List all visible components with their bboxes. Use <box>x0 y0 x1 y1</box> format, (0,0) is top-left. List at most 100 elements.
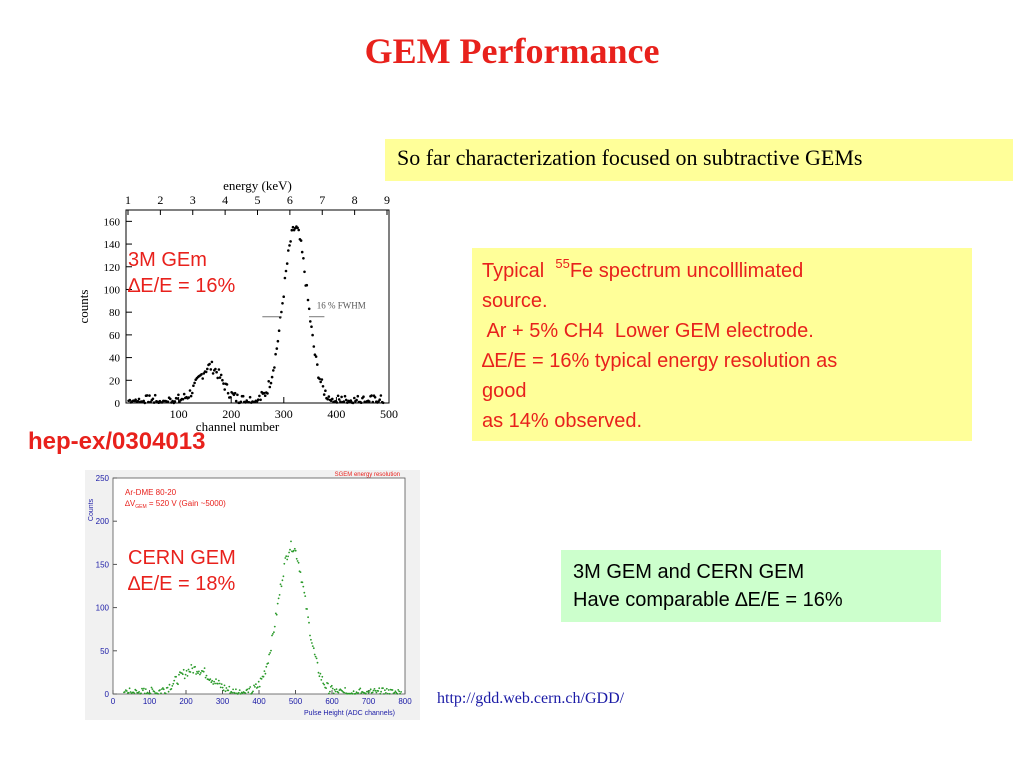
data-point <box>258 394 261 398</box>
data-point <box>283 276 287 280</box>
data-point <box>322 682 325 685</box>
data-point <box>217 682 219 685</box>
data-point <box>143 401 147 405</box>
data-point <box>306 298 310 302</box>
data-point <box>303 591 306 594</box>
data-point <box>322 393 326 396</box>
data-point <box>224 690 227 693</box>
data-point <box>182 668 185 671</box>
data-point <box>382 687 384 689</box>
y-axis-tick-label: 60 <box>109 330 121 342</box>
data-point <box>193 381 196 385</box>
data-point <box>323 683 326 686</box>
data-point <box>372 689 375 692</box>
data-point <box>289 240 292 243</box>
typical-line-6: as 14% observed. <box>482 410 643 432</box>
data-point <box>394 690 397 693</box>
comparison-line-1: 3M GEM and CERN GEM <box>573 561 805 583</box>
data-point <box>316 661 319 664</box>
data-point <box>187 668 190 671</box>
data-point <box>302 585 305 588</box>
y-axis-tick-label: 0 <box>115 398 121 410</box>
data-point <box>166 686 169 689</box>
x-axis-tick-label: 300 <box>216 697 230 706</box>
gdd-link[interactable]: http://gdd.web.cern.ch/GDD/ <box>437 690 625 707</box>
data-point <box>214 367 217 371</box>
legend-voltage: ∆VGEM = 520 V (Gain ~5000) <box>125 499 226 510</box>
data-point <box>134 398 137 401</box>
data-point <box>189 671 192 673</box>
data-point <box>332 692 335 695</box>
x-axis-tick-label: 200 <box>222 407 240 421</box>
data-point <box>357 692 360 694</box>
data-point <box>313 353 317 356</box>
data-point <box>291 225 295 229</box>
data-point <box>191 391 194 395</box>
data-point <box>259 398 262 402</box>
y-axis-tick-label: 160 <box>104 216 121 228</box>
data-point <box>316 363 319 366</box>
data-point <box>354 692 357 695</box>
data-point <box>160 692 162 695</box>
data-point <box>201 377 204 380</box>
data-point <box>175 675 177 678</box>
top-axis-tick-label: 8 <box>352 193 358 207</box>
data-point <box>385 692 387 694</box>
data-point <box>140 692 142 695</box>
data-point <box>311 645 314 647</box>
data-point <box>314 655 317 658</box>
x-axis-tick-label: 200 <box>179 697 193 706</box>
data-point <box>273 631 275 634</box>
data-point <box>365 692 367 695</box>
data-point <box>216 376 219 380</box>
data-point <box>221 378 224 382</box>
data-point <box>374 689 377 692</box>
y-axis-tick-label: 120 <box>104 262 121 274</box>
data-point <box>337 691 340 694</box>
data-point <box>236 393 239 397</box>
data-point <box>157 693 159 695</box>
data-point <box>234 399 238 403</box>
data-point <box>221 686 224 689</box>
data-point <box>153 393 157 397</box>
data-point <box>246 688 249 691</box>
data-point <box>211 679 214 682</box>
data-point <box>352 690 355 693</box>
data-point <box>396 692 399 695</box>
data-point <box>219 373 223 377</box>
data-point <box>319 380 322 384</box>
data-point <box>285 555 288 558</box>
data-point <box>267 380 270 383</box>
data-point <box>304 595 307 597</box>
data-point <box>129 691 132 693</box>
data-point <box>228 685 231 688</box>
data-point <box>373 688 376 690</box>
data-point <box>235 688 237 691</box>
x-axis-tick-label: 300 <box>275 407 293 421</box>
fwhm-label: 16 % FWHM <box>317 301 366 311</box>
data-point <box>325 687 327 689</box>
data-point <box>208 362 211 366</box>
data-point <box>173 679 176 682</box>
data-point <box>287 249 290 252</box>
y-axis-tick-label: 140 <box>104 239 121 251</box>
data-point <box>199 672 202 674</box>
data-point <box>186 675 189 677</box>
data-point <box>215 370 218 374</box>
data-point <box>172 682 175 685</box>
data-point <box>254 686 256 688</box>
legend-voltage-delta: ∆V <box>125 499 136 508</box>
data-point <box>247 401 251 404</box>
data-point <box>273 366 276 369</box>
data-point <box>309 320 312 323</box>
data-point <box>379 692 382 695</box>
data-point <box>281 579 284 582</box>
data-point <box>297 228 300 232</box>
data-point <box>339 400 342 403</box>
data-point <box>292 228 296 232</box>
data-point <box>218 376 222 379</box>
data-point <box>270 375 274 379</box>
data-point <box>187 396 191 399</box>
